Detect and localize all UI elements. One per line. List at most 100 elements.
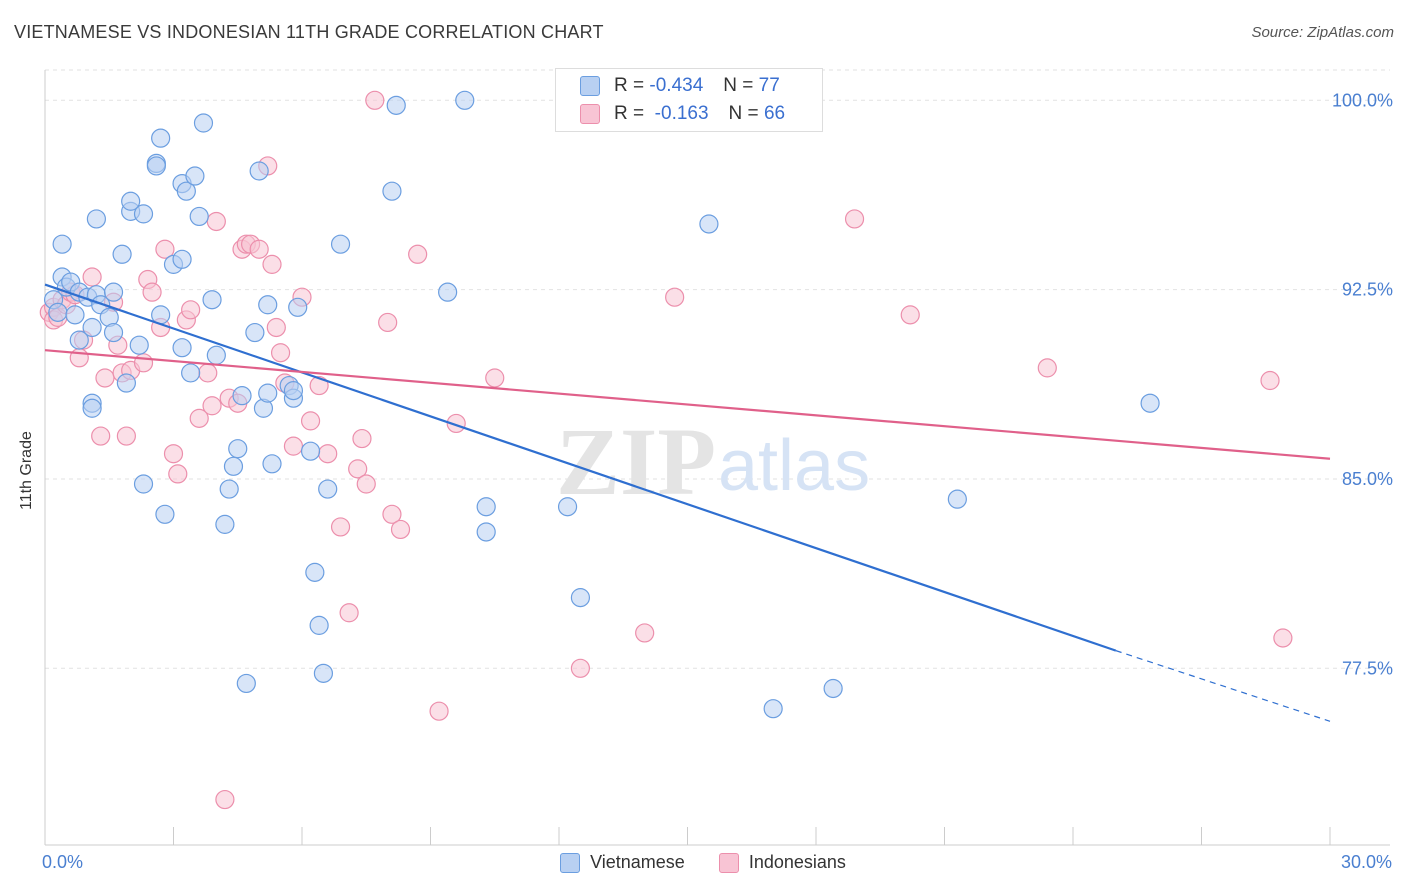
indonesians-point — [142, 282, 162, 302]
vietnamese-point — [283, 381, 304, 401]
y-tick-label: 92.5% — [1342, 280, 1393, 300]
vietnamese-point — [189, 206, 209, 227]
vietnamese-point — [305, 562, 325, 582]
r-label: R = — [614, 103, 645, 124]
stats-row-indonesians: R = -0.163 N = 66 — [580, 103, 785, 125]
indonesians-point — [163, 444, 184, 464]
indonesians-point — [270, 343, 291, 363]
legend-label-vietnamese: Vietnamese — [590, 852, 685, 872]
watermark: ZIP atlas — [556, 408, 870, 515]
indonesians-point — [365, 90, 385, 110]
vietnamese-point — [386, 95, 406, 115]
vietnamese-point — [232, 386, 252, 406]
indonesians-point — [348, 459, 368, 479]
vietnamese-legend-swatch — [560, 852, 581, 873]
n-value: 77 — [758, 75, 780, 96]
vietnamese-swatch — [580, 76, 600, 96]
indonesians-point — [249, 239, 269, 259]
bottom-legend: Vietnamese Indonesians — [0, 852, 1406, 873]
vietnamese-point — [258, 383, 278, 403]
vietnamese-point — [228, 439, 248, 459]
r-value: -0.163 — [654, 103, 709, 124]
indonesians-point — [408, 244, 428, 264]
indonesians-trend-line — [44, 349, 1331, 460]
indonesians-point — [206, 211, 226, 232]
indonesians-point — [262, 254, 282, 274]
vietnamese-point — [223, 456, 244, 476]
vietnamese-point — [309, 615, 329, 635]
vietnamese-point — [176, 181, 196, 201]
indonesians-point — [382, 504, 402, 524]
vietnamese-point — [455, 90, 475, 110]
vietnamese-point — [699, 214, 719, 234]
vietnamese-point — [151, 128, 171, 148]
vietnamese-point — [155, 504, 175, 524]
indonesians-point — [300, 411, 321, 431]
vietnamese-point — [202, 290, 222, 310]
vietnamese-point — [82, 317, 102, 338]
indonesians-point — [168, 464, 188, 484]
y-tick-label: 77.5% — [1342, 658, 1393, 678]
vietnamese-point — [82, 398, 102, 418]
trend-lines — [44, 283, 1331, 722]
indonesians-point — [844, 209, 865, 229]
n-label: N = — [723, 75, 754, 96]
indonesians-point — [665, 287, 685, 307]
y-axis-label-wrap: 11th Grade — [18, 431, 38, 610]
watermark-zip: ZIP — [556, 408, 716, 515]
indonesians-point — [390, 519, 411, 540]
stats-legend-box: R = -0.434 N = 77 R = -0.163 N = 66 — [555, 68, 823, 132]
indonesians-point — [1037, 358, 1057, 378]
indonesians-point — [202, 396, 222, 416]
indonesians-point — [1260, 370, 1280, 391]
indonesians-point — [352, 428, 372, 449]
stats-row-vietnamese: R = -0.434 N = 77 — [580, 75, 780, 97]
vietnamese-point — [112, 244, 132, 264]
vietnamese-point — [1140, 393, 1160, 413]
indonesians-point — [378, 312, 398, 333]
legend-item-vietnamese[interactable]: Vietnamese — [560, 852, 685, 873]
vietnamese-points — [43, 90, 1160, 719]
indonesians-point — [570, 658, 591, 678]
y-tick-label: 85.0% — [1342, 469, 1393, 489]
indonesians-point — [356, 474, 376, 494]
r-value: -0.434 — [649, 75, 704, 96]
vietnamese-point — [330, 234, 351, 254]
watermark-atlas: atlas — [718, 426, 870, 506]
vietnamese-point — [300, 441, 321, 461]
indonesians-point — [429, 701, 449, 721]
source-label: Source: ZipAtlas.com — [1251, 24, 1394, 41]
indonesians-legend-swatch — [718, 852, 739, 873]
legend-item-indonesians[interactable]: Indonesians — [718, 852, 846, 873]
indonesians-point — [266, 317, 286, 338]
vietnamese-point — [172, 338, 192, 358]
vietnamese-trend-extension — [1115, 650, 1331, 722]
vietnamese-point — [262, 454, 282, 474]
vietnamese-point — [249, 161, 269, 181]
vietnamese-point — [288, 297, 308, 317]
indonesians-point — [330, 517, 351, 537]
vietnamese-point — [438, 282, 458, 302]
indonesians-point — [95, 368, 115, 388]
vietnamese-point — [313, 663, 334, 683]
indonesians-point — [635, 623, 655, 643]
y-tick-label: 100.0% — [1332, 90, 1393, 110]
grid-lines — [45, 69, 1390, 669]
vietnamese-point — [476, 497, 496, 517]
indonesians-point — [485, 368, 505, 388]
vietnamese-point — [65, 305, 85, 325]
indonesians-point — [339, 603, 359, 623]
indonesians-point — [318, 444, 338, 464]
vietnamese-point — [219, 479, 239, 499]
x-tick-label-min: 0.0% — [42, 852, 84, 872]
vietnamese-point — [947, 489, 967, 509]
chart-title: VIETNAMESE VS INDONESIAN 11TH GRADE CORR… — [14, 22, 604, 42]
vietnamese-point — [557, 497, 578, 517]
n-value: 66 — [763, 103, 786, 124]
vietnamese-point — [69, 330, 89, 350]
indonesians-point — [1273, 628, 1293, 648]
indonesians-point — [189, 408, 209, 428]
indonesians-point — [198, 363, 218, 383]
vietnamese-point — [245, 322, 265, 343]
